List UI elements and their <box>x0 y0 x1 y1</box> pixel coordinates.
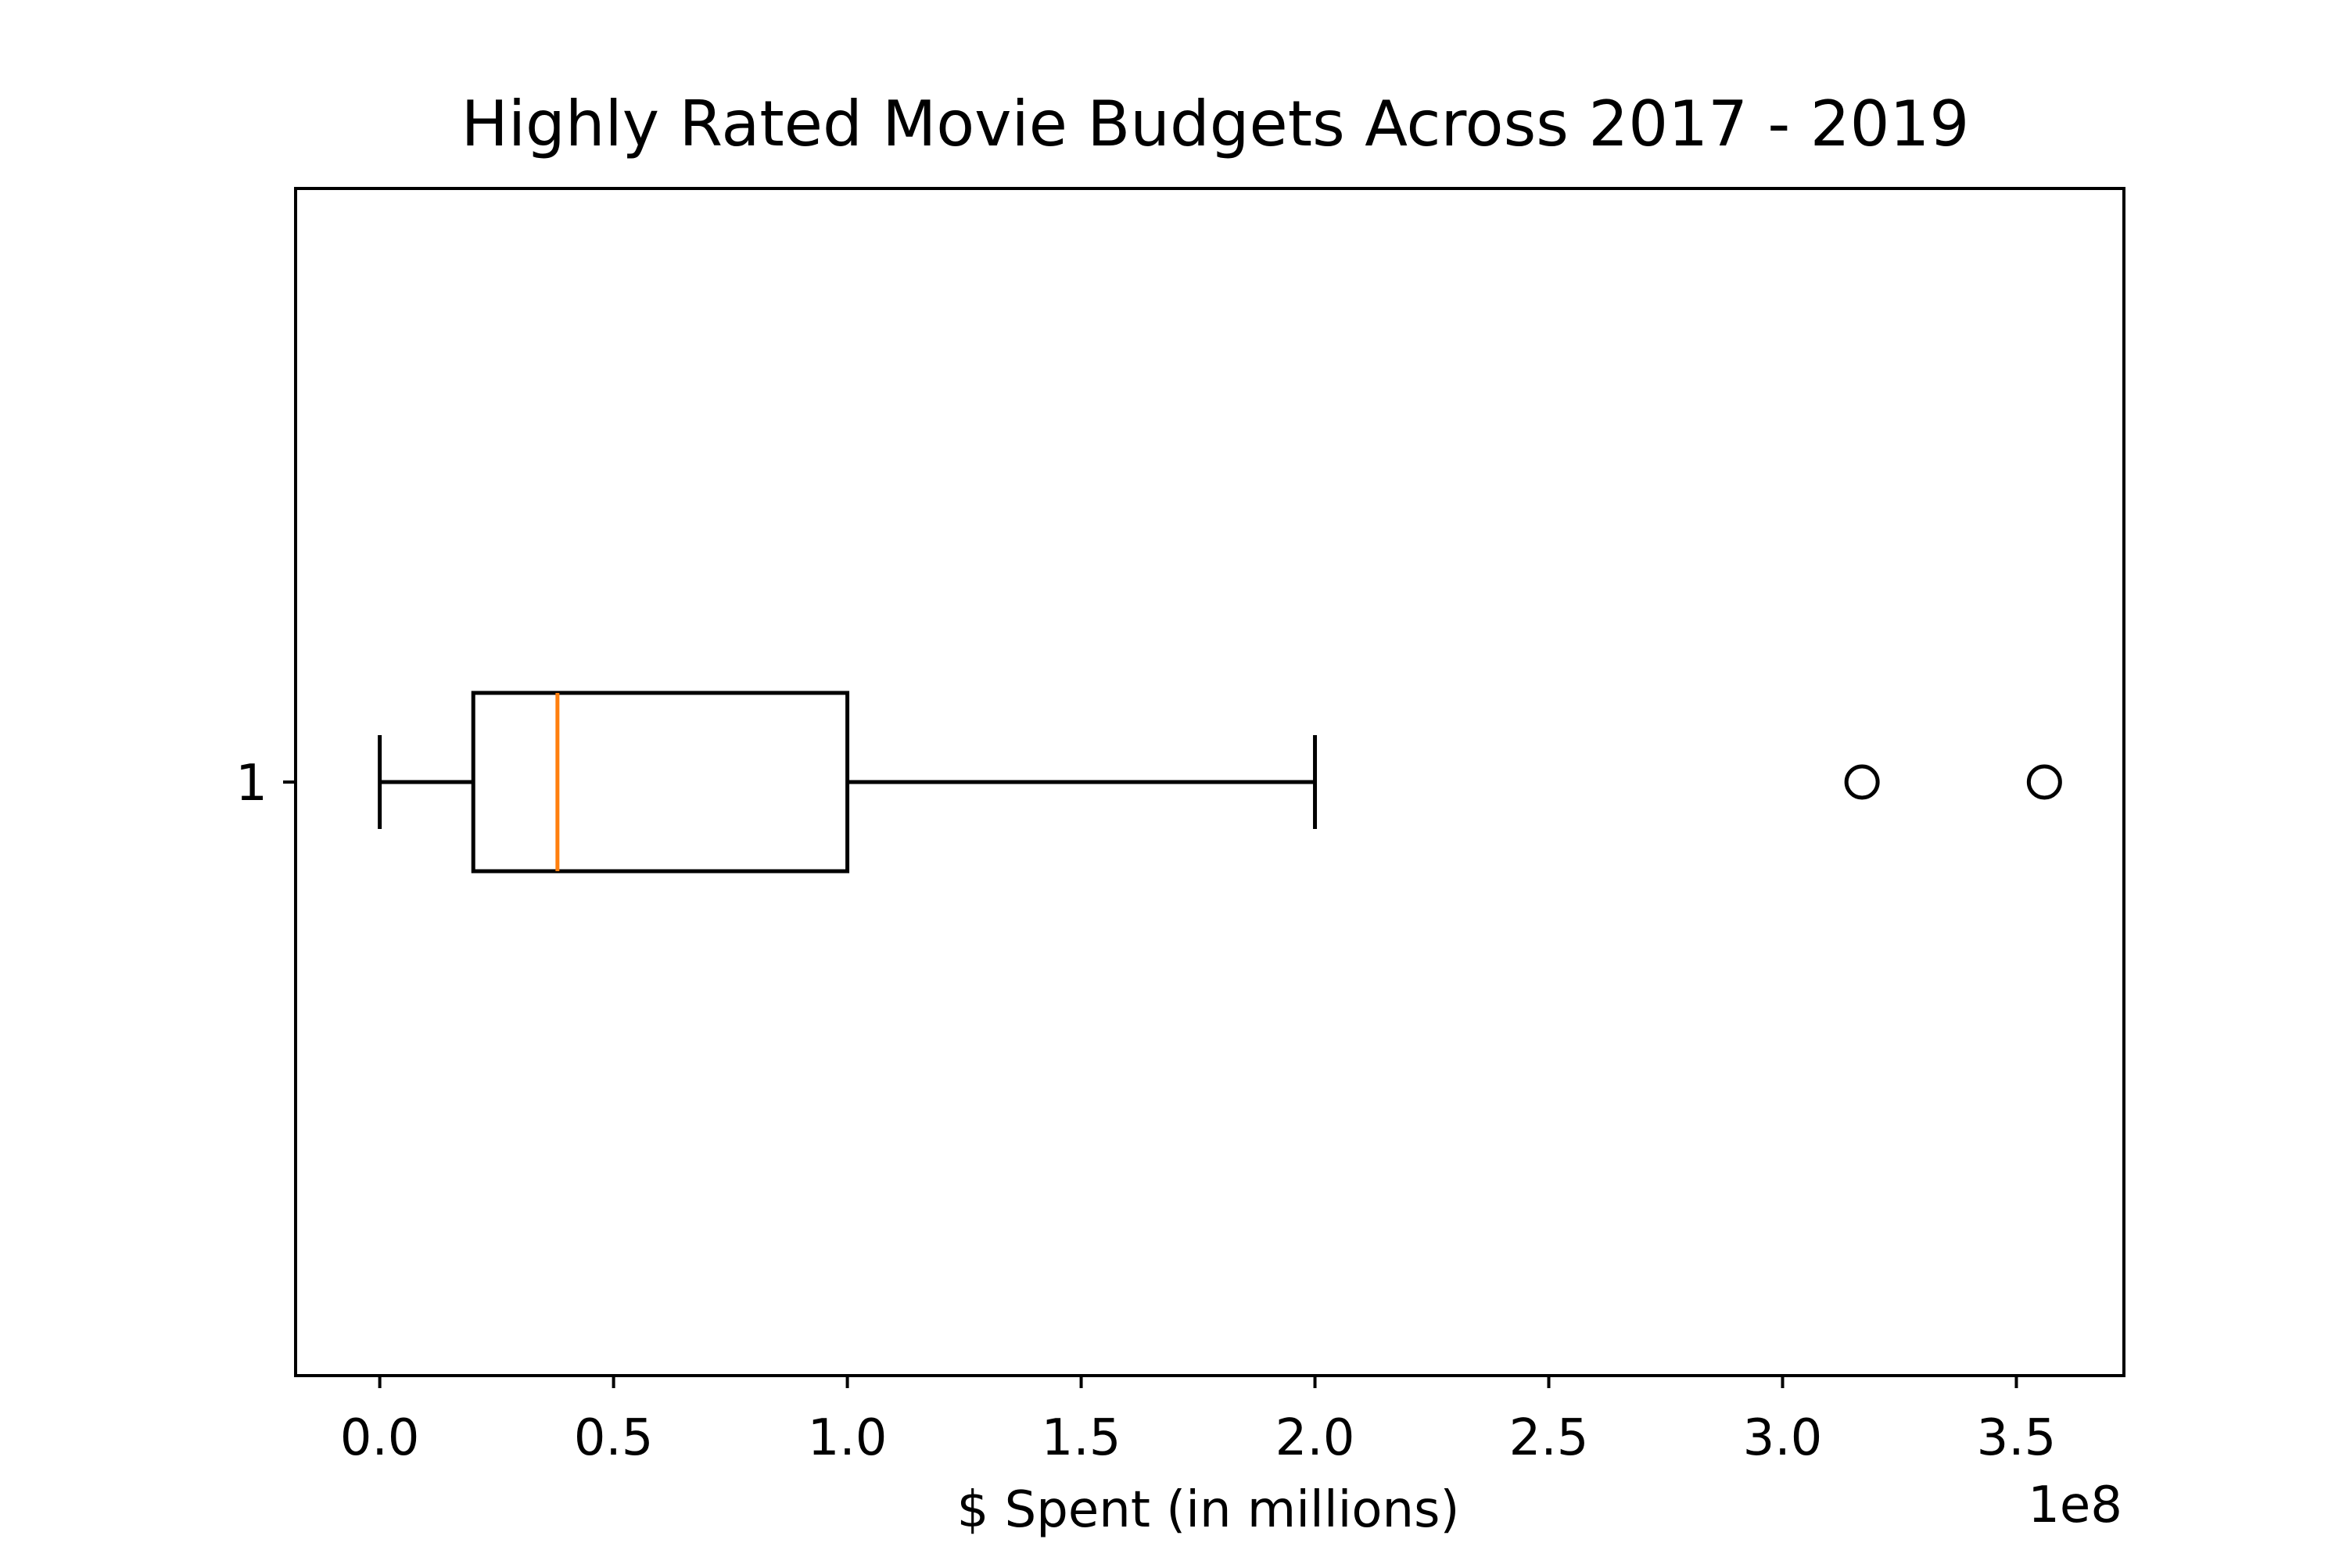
x-tick-label: 1.5 <box>1042 1409 1121 1467</box>
box-iqr <box>471 691 850 874</box>
x-tick-label: 2.5 <box>1509 1409 1589 1467</box>
chart-title: Highly Rated Movie Budgets Across 2017 -… <box>461 88 1970 160</box>
x-axis-ticks: 0.0 0.5 1.0 1.5 2.0 2.5 3.0 3.5 <box>340 1376 2057 1467</box>
x-tick-label: 3.5 <box>1977 1409 2057 1467</box>
x-axis-offset-label: 1e8 <box>2028 1477 2122 1534</box>
outlier-point-2 <box>2026 764 2062 800</box>
y-tick-label: 1 <box>235 755 267 813</box>
x-tick-label: 1.0 <box>808 1409 888 1467</box>
x-axis-label: $ Spent (in millions) <box>957 1481 1460 1539</box>
outlier-point-1 <box>1844 764 1880 800</box>
x-tick-label: 2.0 <box>1275 1409 1355 1467</box>
x-tick-label: 0.0 <box>340 1409 420 1467</box>
box-series-1 <box>378 691 2062 874</box>
x-tick-label: 3.0 <box>1743 1409 1823 1467</box>
x-tick-label: 0.5 <box>574 1409 654 1467</box>
plot-layer <box>378 691 2062 874</box>
y-axis-ticks: 1 <box>235 755 296 813</box>
